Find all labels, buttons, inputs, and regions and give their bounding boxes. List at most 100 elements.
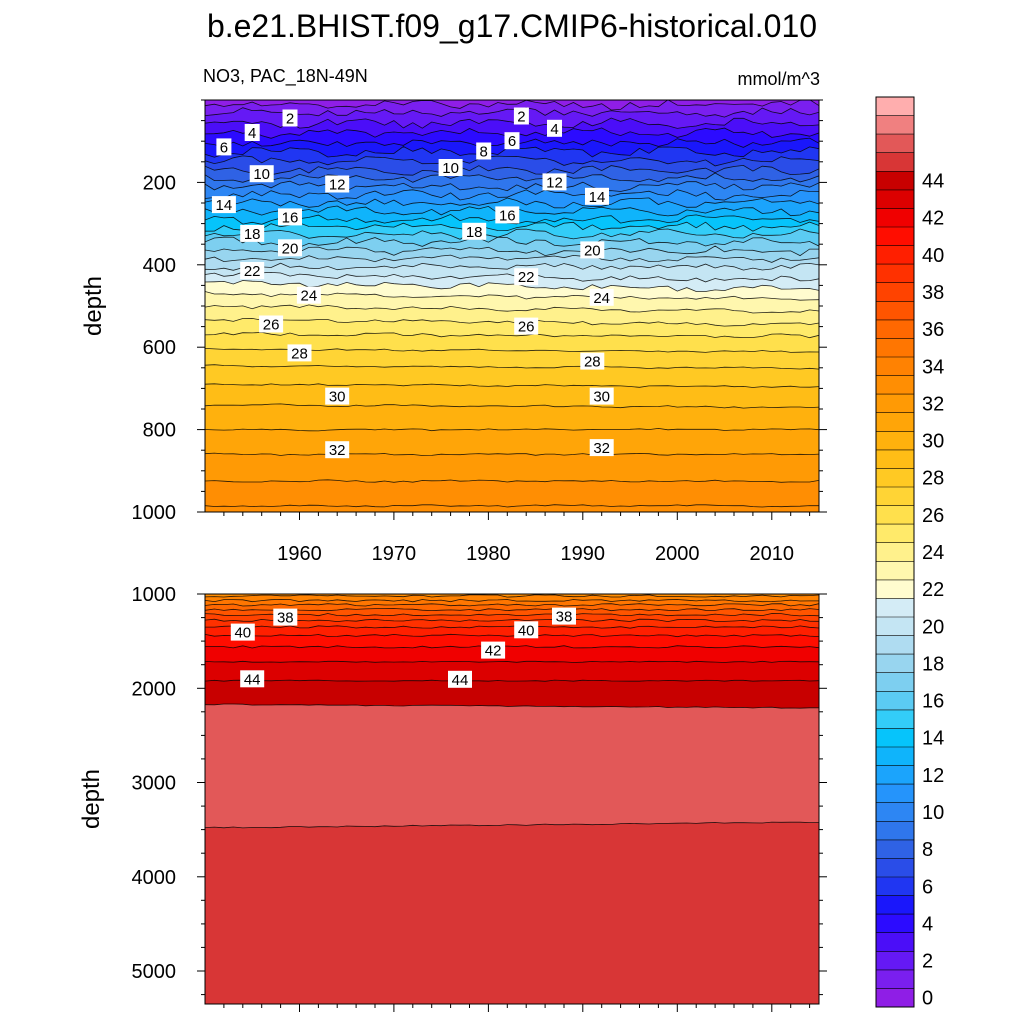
upper-contour-isoline	[205, 155, 819, 167]
lower-contour-band	[205, 645, 819, 663]
y-tick-label: 800	[143, 420, 176, 442]
contour-label-box	[589, 387, 614, 405]
contour-label: 40	[514, 621, 539, 639]
colorbar-swatch	[876, 654, 914, 673]
x-tick-label: 1970	[372, 543, 417, 565]
contour-label-text: 18	[244, 226, 261, 243]
colorbar-frame	[875, 96, 915, 1008]
colorbar-label: 12	[922, 765, 944, 787]
contour-label: 14	[211, 196, 236, 214]
colorbar-swatch	[876, 487, 914, 506]
colorbar-swatch	[876, 319, 914, 339]
contour-label-box	[585, 187, 609, 205]
upper-contour-isoline	[205, 331, 819, 339]
contour-label: 40	[230, 623, 255, 642]
contour-label-text: 4	[550, 121, 558, 138]
lower-contour-isoline	[205, 613, 819, 617]
y-tick-label: 200	[143, 172, 176, 194]
contour-label-box	[240, 262, 265, 279]
lower-contour-isoline	[205, 645, 819, 649]
colorbar-label: 30	[922, 431, 944, 453]
chart-title: b.e21.BHIST.f09_g17.CMIP6-historical.010	[207, 8, 817, 44]
contour-label: 4	[244, 124, 260, 142]
contour-label-box	[259, 315, 284, 333]
contour-label-text: 10	[442, 160, 459, 177]
contour-label-text: 28	[584, 354, 601, 371]
colorbar-swatch	[876, 375, 914, 395]
colorbar-swatch	[876, 635, 914, 655]
contour-label-text: 44	[244, 671, 261, 688]
chart-subtitle-right: mmol/m^3	[738, 69, 820, 89]
upper-contour-band	[205, 189, 819, 208]
colorbar-swatch	[876, 765, 914, 785]
colorbar-label: 38	[922, 282, 944, 304]
colorbar-label: 8	[922, 839, 933, 861]
contour-label: 18	[240, 224, 265, 243]
upper-contour-isoline	[205, 117, 819, 129]
lower-contour-isoline	[205, 603, 819, 607]
contour-label-box	[273, 608, 298, 626]
contour-label-text: 6	[220, 139, 228, 156]
upper-contour-band	[205, 118, 819, 139]
upper-contour-isoline	[205, 504, 819, 508]
colorbar-swatch	[876, 282, 914, 302]
upper-contour-isoline	[205, 189, 819, 201]
contour-label-text: 38	[556, 609, 573, 626]
y-tick-label: 2000	[132, 678, 177, 700]
contour-label-box	[325, 387, 350, 405]
colorbar-swatch	[876, 579, 914, 599]
colorbar-swatch	[876, 932, 914, 952]
contour-label-text: 12	[546, 174, 563, 191]
contour-label: 12	[325, 175, 350, 194]
colorbar-swatch	[876, 877, 914, 896]
colorbar-swatch	[876, 134, 914, 153]
contour-label-text: 4	[248, 125, 256, 142]
contour-label-box	[476, 142, 492, 160]
colorbar-swatch	[876, 951, 914, 971]
contour-label: 22	[514, 268, 539, 286]
lower-contour-isoline	[205, 608, 819, 612]
contour-label-box	[296, 286, 321, 304]
contour-label-text: 6	[508, 133, 516, 150]
contour-label-box	[438, 159, 463, 176]
upper-contour-band	[205, 272, 819, 292]
contour-label-box	[240, 224, 265, 242]
contour-label-text: 8	[480, 144, 488, 161]
contour-label-box	[547, 119, 562, 137]
upper-panel: 2461012141618202224262830322468101214161…	[80, 99, 827, 565]
contour-label-box	[230, 623, 255, 641]
upper-contour-isoline	[205, 427, 819, 432]
contour-label: 16	[278, 208, 302, 226]
upper-contour-isoline	[205, 452, 819, 456]
contour-label: 4	[547, 119, 562, 138]
contour-label-text: 30	[329, 389, 346, 406]
upper-contour-band	[205, 107, 819, 129]
colorbar-swatch	[876, 97, 914, 116]
contour-label-text: 26	[518, 319, 535, 336]
colorbar-swatch	[876, 431, 914, 451]
colorbar-swatch	[876, 802, 914, 822]
colorbar-swatch	[876, 672, 914, 692]
colorbar-swatch	[876, 115, 914, 135]
y-tick-label: 400	[143, 255, 176, 277]
y-tick-label: 4000	[132, 867, 177, 889]
colorbar-label: 10	[922, 802, 944, 824]
colorbar-swatch	[876, 468, 914, 488]
colorbar-label: 16	[922, 691, 944, 713]
upper-contour-band	[205, 383, 819, 409]
colorbar-label: 26	[922, 505, 944, 527]
contour-label: 26	[259, 315, 284, 334]
upper-contour-isoline	[205, 403, 819, 409]
y-tick-label: 3000	[132, 773, 177, 795]
colorbar-swatch	[876, 189, 914, 209]
colorbar-label: 18	[922, 653, 944, 675]
colorbar-swatch	[876, 542, 914, 562]
upper-contour-fills	[205, 100, 819, 512]
upper-contour-isoline	[205, 164, 819, 176]
colorbar-swatch	[876, 208, 914, 228]
upper-contour-isoline	[205, 245, 819, 257]
lower-contour-band	[205, 634, 819, 648]
contour-label-text: 12	[329, 177, 346, 194]
contour-label-text: 2	[286, 111, 294, 128]
upper-contour-isoline	[205, 254, 819, 263]
